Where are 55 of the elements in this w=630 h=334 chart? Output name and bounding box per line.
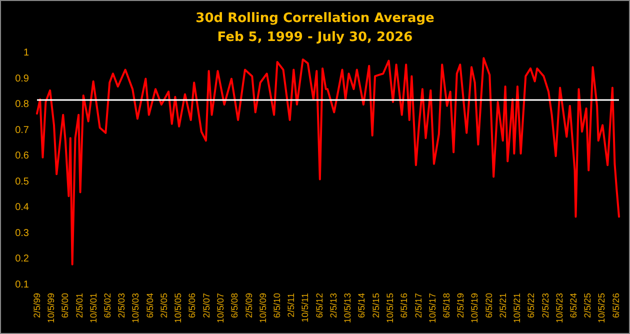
chart-title: 30d Rolling Correllation Average [196,11,435,26]
x-tick-label: 2/5/09 [244,293,254,318]
y-tick-label: 0.4 [15,202,30,214]
x-tick-label: 6/5/24 [568,293,578,318]
y-tick-label: 0.8 [15,99,30,110]
chart-subtitle: Feb 5, 1999 - July 30, 2026 [217,30,413,45]
x-tick-label: 6/5/04 [144,293,155,318]
x-tick-label: 10/5/13 [342,293,353,324]
x-tick-label: 6/5/16 [399,293,410,318]
x-tick-label: 6/5/10 [272,293,282,318]
y-tick-label: 0.2 [15,254,30,265]
x-tick-label: 10/5/09 [258,293,268,324]
y-tick-label: 0.5 [15,176,30,188]
x-tick-label: 10/5/21 [512,293,522,324]
x-tick-label: 6/5/20 [484,293,494,318]
x-tick-label: 10/5/15 [384,293,395,324]
x-tick-label: 2/5/11 [286,293,296,318]
x-tick-label: 2/5/23 [540,293,550,318]
x-tick-label: 10/5/11 [300,293,310,322]
x-tick-label: 6/5/00 [60,293,70,318]
x-tick-label: 6/5/08 [230,293,240,318]
y-tick-label: 1 [23,48,30,58]
y-tick-label: 0.9 [15,73,30,84]
x-tick-label: 6/5/06 [187,293,198,318]
y-tick-label: 0.1 [15,280,30,290]
x-tick-label: 6/5/02 [102,293,113,318]
x-tick-label: 2/5/13 [328,293,339,318]
line-series [36,57,620,266]
x-tick-label: 10/5/17 [427,293,438,324]
x-tick-label: 10/5/25 [596,293,607,324]
x-tick-label: 10/5/99 [46,293,56,324]
x-tick-label: 6/5/26 [610,293,621,318]
y-tick-label: 0.3 [15,228,30,239]
x-tick-label: 6/5/12 [314,293,324,318]
y-tick-label: 0.7 [15,124,30,136]
x-tick-label: 2/5/05 [159,293,170,318]
x-tick-label: 10/5/05 [173,293,184,324]
x-tick-label: 2/5/19 [456,293,466,318]
y-tick-label: 0.6 [15,150,30,162]
x-tick-label: 2/5/01 [74,293,84,318]
x-tick-label: 2/5/21 [498,293,508,318]
x-tick-label: 6/5/14 [356,293,367,318]
x-tick-label: 6/5/22 [526,293,536,318]
x-tick-label: 6/5/18 [441,293,452,318]
x-tick-label: 2/5/03 [116,293,127,318]
x-tick-label: 10/5/03 [130,293,141,324]
x-tick-label: 2/5/17 [413,293,424,318]
x-tick-label: 2/5/07 [201,293,212,318]
x-tick-label: 10/5/19 [470,293,480,324]
x-tick-label: 10/5/01 [88,293,98,324]
x-tick-label: 2/5/99 [32,293,42,318]
x-tick-label: 2/5/15 [370,293,381,318]
x-tick-label: 10/5/07 [215,293,226,324]
x-tick-label: 10/5/23 [554,293,564,324]
x-tick-label: 2/5/25 [582,293,593,318]
